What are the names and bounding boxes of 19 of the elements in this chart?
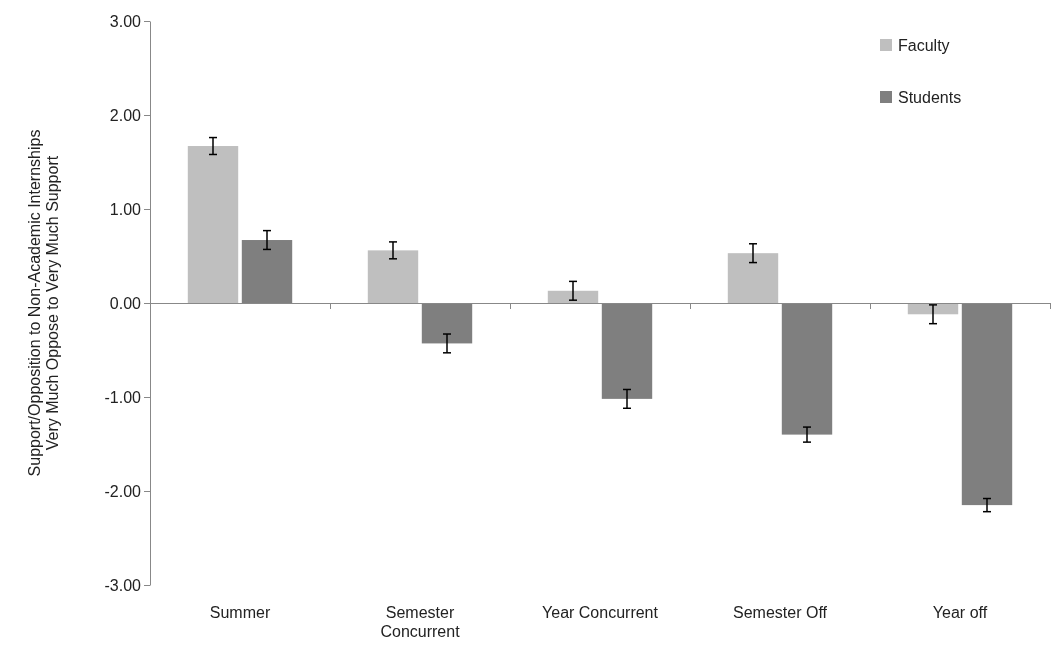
y-tick-label: 3.00	[109, 12, 142, 30]
y-tick-label: 2.00	[109, 106, 142, 124]
y-tick-label: 1.00	[109, 200, 142, 218]
bar	[187, 146, 239, 303]
x-tick-label: Year Concurrent	[542, 604, 659, 621]
x-tick-label: Summer	[209, 604, 271, 621]
x-tick-label: Semester Off	[733, 604, 828, 621]
y-tick-label: -3.00	[104, 576, 142, 594]
y-tick-label: -1.00	[104, 388, 142, 406]
x-tick-label: Year off	[932, 604, 988, 621]
y-tick-label: 0.00	[109, 294, 142, 312]
x-tick-label: Semester Concurrent	[380, 604, 461, 641]
y-axis-title: Support/Opposition to Non-Academic Internships Very Much Oppose to Very Much Support	[26, 129, 62, 477]
legend-label: Faculty	[898, 37, 950, 54]
bar	[727, 253, 779, 303]
bar	[367, 250, 419, 303]
legend-label: Students	[898, 89, 962, 106]
bar	[547, 290, 599, 303]
y-tick-label: -2.00	[104, 482, 142, 500]
